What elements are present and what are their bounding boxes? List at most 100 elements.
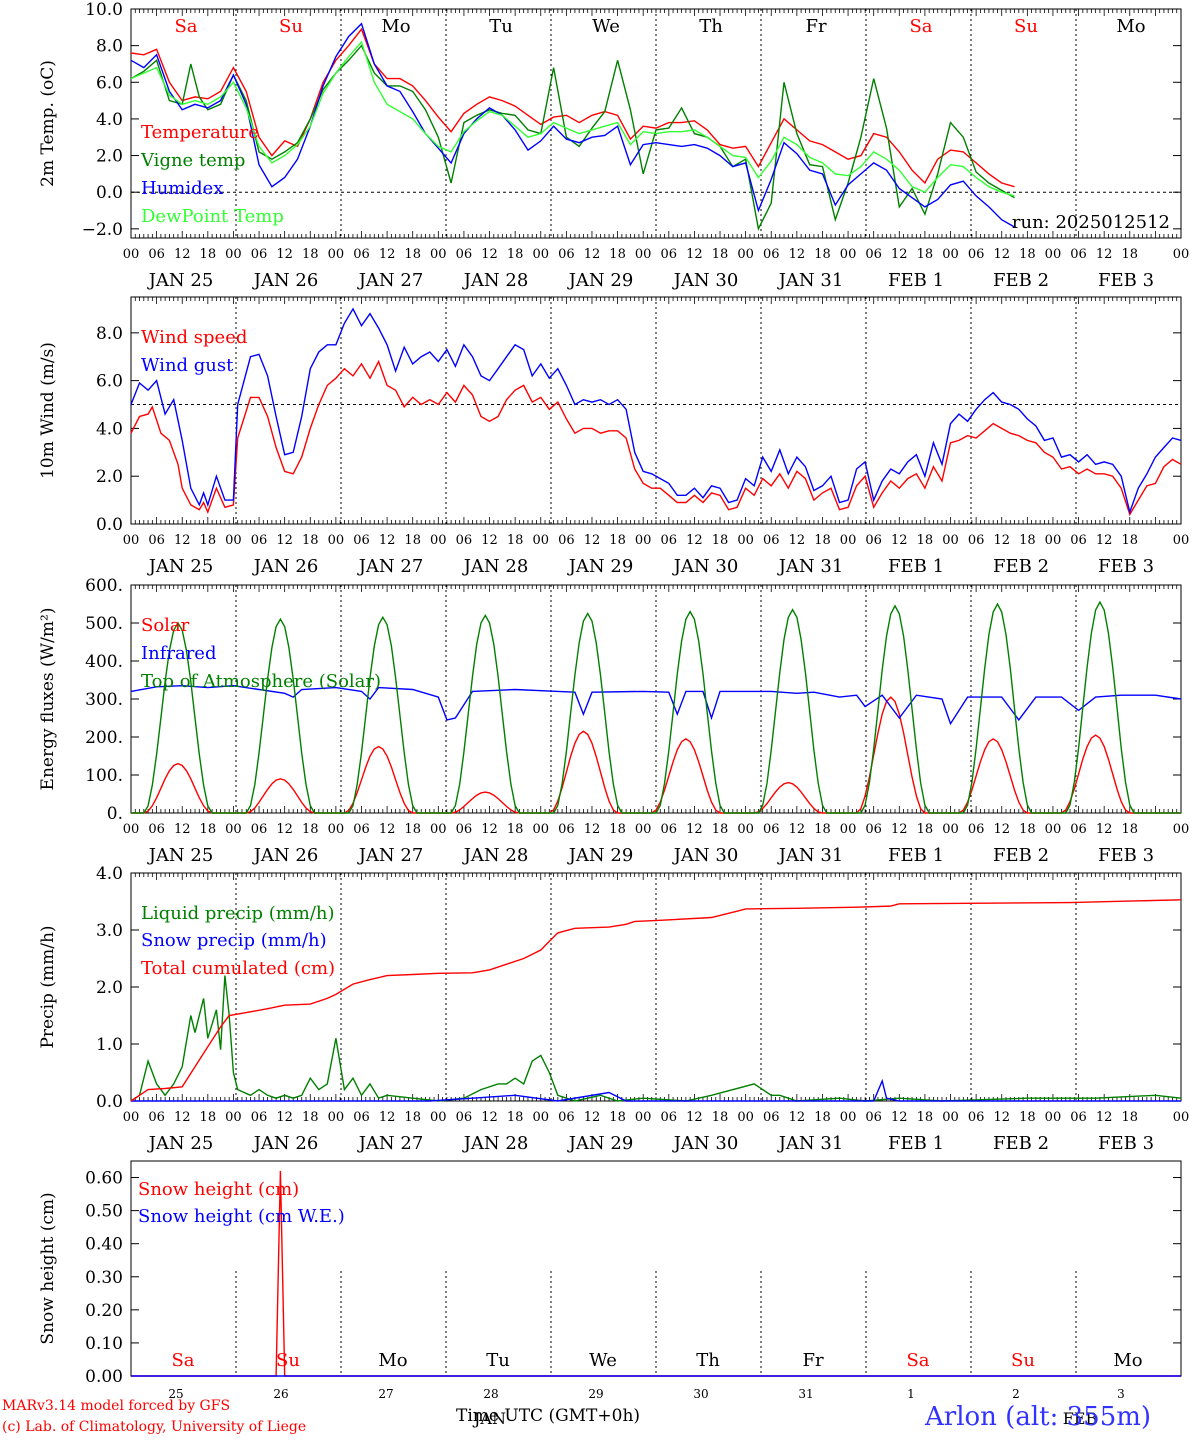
hour-label: 12 xyxy=(481,247,498,262)
day-number-label: 30 xyxy=(693,1387,708,1401)
hour-label: 18 xyxy=(917,822,934,837)
hour-label: 18 xyxy=(1122,822,1139,837)
hour-label: 06 xyxy=(763,822,780,837)
y-tick-label: 0.0 xyxy=(96,1092,123,1112)
hour-label: 18 xyxy=(1122,533,1139,548)
hour-label: 00 xyxy=(1045,1110,1062,1125)
date-label: FEB 1 xyxy=(888,270,944,291)
hour-label: 06 xyxy=(456,533,473,548)
day-name-label: Sa xyxy=(906,1350,929,1371)
hour-label: 18 xyxy=(404,247,421,262)
hour-label: 06 xyxy=(558,533,575,548)
day-name-label: Su xyxy=(1014,16,1038,37)
date-label: JAN 31 xyxy=(777,1133,844,1154)
hour-label: 12 xyxy=(276,247,293,262)
plot-frame xyxy=(130,8,1182,239)
legend-entry: Temperature xyxy=(141,122,259,143)
day-name-label: Sa xyxy=(171,1350,194,1371)
y-tick-label: 200. xyxy=(85,728,123,748)
date-label: JAN 27 xyxy=(357,270,424,291)
hour-label: 00 xyxy=(737,533,754,548)
legend-entry: Infrared xyxy=(141,643,216,664)
y-axis-title: 2m Temp. (oC) xyxy=(38,60,58,187)
day-name-label: Su xyxy=(276,1350,300,1371)
hour-label: 06 xyxy=(865,247,882,262)
y-tick-label: 10.0 xyxy=(85,0,123,20)
hour-label: 18 xyxy=(814,822,831,837)
date-label: JAN 26 xyxy=(252,1133,319,1154)
hour-label: 12 xyxy=(993,1110,1010,1125)
hour-label: 18 xyxy=(302,247,319,262)
hour-label: 12 xyxy=(686,822,703,837)
hour-label: 00 xyxy=(840,533,857,548)
hour-label: 00 xyxy=(942,533,959,548)
date-label: JAN 27 xyxy=(357,845,424,866)
hour-label: 06 xyxy=(251,1110,268,1125)
series-line-wind-gust xyxy=(130,307,1182,515)
y-tick-label: 300. xyxy=(85,690,123,710)
series-line-liquid-precip-mm-h xyxy=(130,975,1182,1102)
legend-entry: Solar xyxy=(141,615,190,636)
hour-label: 18 xyxy=(507,247,524,262)
hour-label: 18 xyxy=(507,822,524,837)
day-number-label: 26 xyxy=(273,1387,288,1401)
hour-label: 12 xyxy=(993,533,1010,548)
hour-label: 00 xyxy=(328,247,345,262)
hour-label: 18 xyxy=(200,247,217,262)
date-label: JAN 31 xyxy=(777,270,844,291)
date-label: FEB 1 xyxy=(888,1133,944,1154)
hour-label: 00 xyxy=(635,822,652,837)
day-name-label: Mo xyxy=(1113,1350,1142,1371)
date-label: JAN 30 xyxy=(672,1133,739,1154)
hour-label: 00 xyxy=(328,533,345,548)
day-number-label: 29 xyxy=(588,1387,603,1401)
hour-label: 18 xyxy=(712,1110,729,1125)
hour-label: 12 xyxy=(686,247,703,262)
y-tick-label: −2.0 xyxy=(82,220,123,240)
hour-label: 12 xyxy=(379,1110,396,1125)
hour-label: 00 xyxy=(635,247,652,262)
hour-label: 18 xyxy=(609,1110,626,1125)
hour-label: 12 xyxy=(481,533,498,548)
day-name-label: Fr xyxy=(805,16,826,37)
hour-label: 06 xyxy=(1070,1110,1087,1125)
date-label: JAN 25 xyxy=(147,270,214,291)
plot-frame xyxy=(130,296,1182,525)
series-line-temperature xyxy=(130,27,1015,188)
date-label: FEB 2 xyxy=(993,845,1049,866)
hour-label: 06 xyxy=(456,247,473,262)
panel-1 xyxy=(130,8,1182,239)
hour-label: 00 xyxy=(942,247,959,262)
day-name-label: Sa xyxy=(909,16,932,37)
hour-label: 00 xyxy=(328,1110,345,1125)
hour-label: 06 xyxy=(1070,533,1087,548)
hour-label: 06 xyxy=(148,1110,165,1125)
hour-label: 18 xyxy=(814,533,831,548)
hour-label: 06 xyxy=(968,1110,985,1125)
legend-entry: Wind gust xyxy=(141,355,234,376)
hour-label: 06 xyxy=(763,533,780,548)
panel-3 xyxy=(130,584,1182,814)
y-tick-label: 6.0 xyxy=(96,73,123,93)
hour-label: 12 xyxy=(584,822,601,837)
hour-label: 00 xyxy=(123,533,140,548)
date-label: JAN 29 xyxy=(567,556,634,577)
hour-label: 18 xyxy=(200,1110,217,1125)
date-label: JAN 27 xyxy=(357,1133,424,1154)
hour-label: 18 xyxy=(917,247,934,262)
hour-label: 18 xyxy=(1122,1110,1139,1125)
hour-label: 00 xyxy=(225,822,242,837)
hour-label: 18 xyxy=(712,247,729,262)
date-label: JAN 25 xyxy=(147,556,214,577)
series-line-vigne-temp xyxy=(130,44,1015,231)
hour-label: 12 xyxy=(174,533,191,548)
day-name-label: Tu xyxy=(486,1350,510,1371)
legend-entry: Vigne temp xyxy=(140,150,245,171)
day-name-label: Su xyxy=(1011,1350,1035,1371)
hour-label: 12 xyxy=(789,247,806,262)
hour-label: 12 xyxy=(1096,1110,1113,1125)
hour-label: 18 xyxy=(1019,533,1036,548)
y-tick-label: 3.0 xyxy=(96,921,123,941)
hour-label: 18 xyxy=(814,1110,831,1125)
hour-label: 06 xyxy=(968,533,985,548)
